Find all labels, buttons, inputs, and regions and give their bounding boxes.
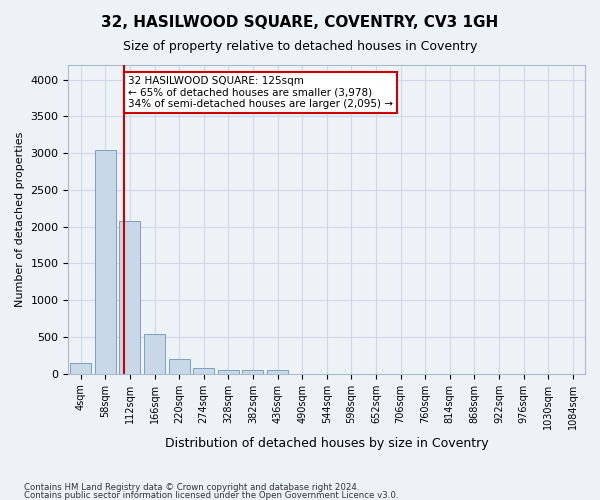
Bar	[144, 334, 165, 374]
Text: Contains HM Land Registry data © Crown copyright and database right 2024.: Contains HM Land Registry data © Crown c…	[24, 484, 359, 492]
Bar	[70, 364, 91, 374]
Text: Contains public sector information licensed under the Open Government Licence v3: Contains public sector information licen…	[24, 490, 398, 500]
Text: 32 HASILWOOD SQUARE: 125sqm
← 65% of detached houses are smaller (3,978)
34% of : 32 HASILWOOD SQUARE: 125sqm ← 65% of det…	[128, 76, 393, 109]
Bar	[218, 370, 239, 374]
Bar	[169, 358, 190, 374]
Text: Size of property relative to detached houses in Coventry: Size of property relative to detached ho…	[123, 40, 477, 53]
Y-axis label: Number of detached properties: Number of detached properties	[15, 132, 25, 307]
Bar	[95, 150, 116, 374]
Text: 32, HASILWOOD SQUARE, COVENTRY, CV3 1GH: 32, HASILWOOD SQUARE, COVENTRY, CV3 1GH	[101, 15, 499, 30]
Bar	[193, 368, 214, 374]
Bar	[242, 370, 263, 374]
X-axis label: Distribution of detached houses by size in Coventry: Distribution of detached houses by size …	[165, 437, 488, 450]
Bar	[119, 221, 140, 374]
Bar	[267, 370, 288, 374]
